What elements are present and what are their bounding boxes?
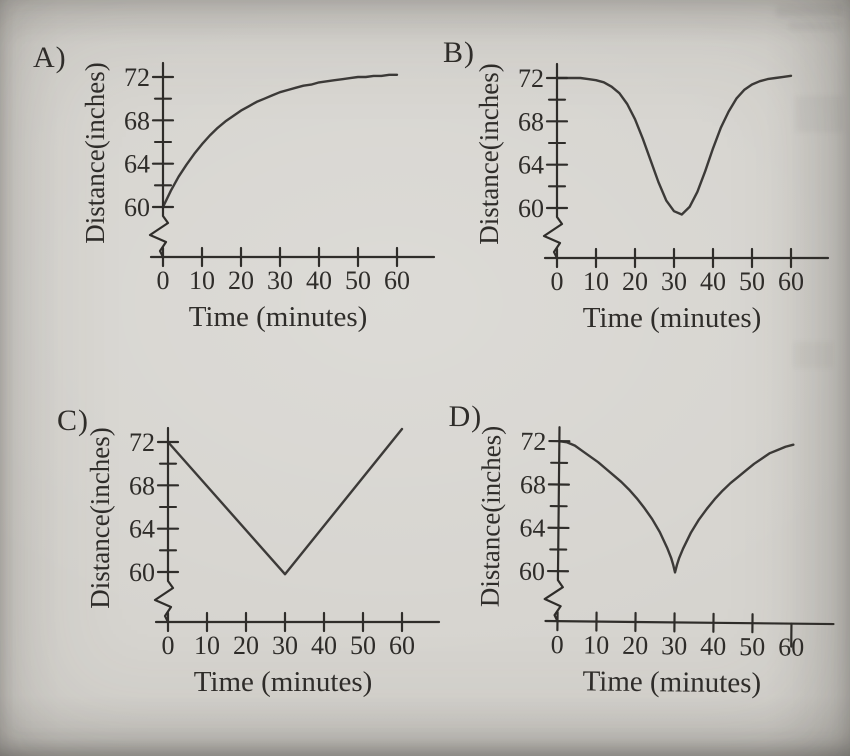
plot-area-b: 0 10 20 30 40 50 60 60 64 68 72 bbox=[518, 62, 830, 296]
y-tick-label-72: 72 bbox=[124, 63, 150, 92]
y-tick-label-72: 72 bbox=[520, 427, 546, 456]
panel-label-b: B) bbox=[443, 36, 475, 69]
x-tick-label-60: 60 bbox=[389, 631, 415, 660]
x-tick-label-30: 30 bbox=[661, 267, 687, 296]
y-axis-line-with-break bbox=[543, 426, 564, 623]
x-tick-label-0: 0 bbox=[551, 267, 564, 296]
x-tick-label-10: 10 bbox=[583, 267, 609, 296]
plot-area-a: 0 10 20 30 40 50 60 60 64 68 72 bbox=[124, 61, 436, 295]
y-tick-label-60: 60 bbox=[124, 193, 150, 222]
x-tick-label-40: 40 bbox=[700, 267, 726, 296]
x-tick-label-20: 20 bbox=[228, 266, 254, 295]
x-axis-title-d: Time (minutes) bbox=[582, 665, 762, 700]
y-tick-label-72: 72 bbox=[129, 428, 155, 457]
x-tick-label-60: 60 bbox=[384, 266, 410, 295]
x-tick-label-40: 40 bbox=[700, 632, 726, 661]
y-tick-label-60: 60 bbox=[129, 558, 155, 587]
y-tick-label-64: 64 bbox=[124, 150, 150, 179]
x-tick-label-50: 50 bbox=[345, 266, 371, 295]
y-tick-label-64: 64 bbox=[129, 515, 155, 544]
y-axis-line-with-break bbox=[148, 61, 170, 259]
y-tick-label-68: 68 bbox=[518, 107, 544, 136]
x-tick-label-10: 10 bbox=[189, 266, 215, 295]
x-tick-label-50: 50 bbox=[739, 267, 765, 296]
y-tick-label-64: 64 bbox=[519, 513, 545, 542]
distance-curve bbox=[166, 427, 404, 576]
y-tick-label-60: 60 bbox=[518, 194, 544, 223]
x-tick-label-30: 30 bbox=[661, 631, 687, 660]
distance-curve bbox=[555, 74, 793, 216]
x-axis-line bbox=[544, 619, 835, 626]
x-tick-label-0: 0 bbox=[551, 630, 564, 659]
x-tick-label-60: 60 bbox=[778, 632, 804, 661]
x-axis-title-b: Time (minutes) bbox=[582, 302, 762, 334]
panel-label-a: A) bbox=[33, 41, 67, 74]
page-bleedthrough-smudge bbox=[789, 21, 841, 30]
page-bleedthrough-smudge bbox=[775, 4, 843, 18]
x-tick-label-20: 20 bbox=[622, 267, 648, 296]
x-tick-label-0: 0 bbox=[162, 631, 175, 660]
x-tick-label-50: 50 bbox=[350, 631, 376, 660]
chart-panel-d: D) Distance(inches) 0 10 20 30 40 50 60 60 64 68 7… bbox=[423, 400, 850, 744]
y-tick-label-68: 68 bbox=[520, 470, 546, 499]
x-tick-label-20: 20 bbox=[622, 631, 648, 660]
y-axis-line-with-break bbox=[153, 426, 175, 624]
plot-area-c: 0 10 20 30 40 50 60 60 64 68 72 bbox=[129, 426, 441, 660]
x-tick-label-0: 0 bbox=[157, 266, 170, 295]
y-tick-label-64: 64 bbox=[518, 151, 544, 180]
y-tick-label-72: 72 bbox=[518, 64, 544, 93]
x-axis-title-a: Time (minutes) bbox=[188, 301, 368, 333]
y-tick-label-68: 68 bbox=[129, 471, 155, 500]
panel-label-c: C) bbox=[57, 404, 89, 437]
chart-panel-b: B) Distance(inches) 0 10 20 30 40 50 60 60 64 68 7… bbox=[424, 36, 850, 378]
y-tick-label-68: 68 bbox=[124, 106, 150, 135]
x-tick-label-20: 20 bbox=[233, 631, 259, 660]
x-tick-label-30: 30 bbox=[272, 631, 298, 660]
y-tick-label-60: 60 bbox=[519, 557, 545, 586]
x-axis-title-c: Time (minutes) bbox=[193, 666, 373, 698]
plot-area-d: 0 10 20 30 40 50 60 60 64 68 72 bbox=[519, 426, 835, 662]
y-axis-line-with-break bbox=[542, 62, 564, 260]
x-tick-label-10: 10 bbox=[194, 631, 220, 660]
x-tick-label-40: 40 bbox=[311, 631, 337, 660]
x-tick-label-30: 30 bbox=[267, 266, 293, 295]
chart-panel-c: C) Distance(inches) 0 10 20 30 40 50 60 60 64 68 7… bbox=[35, 402, 461, 742]
distance-curve bbox=[558, 439, 795, 574]
x-tick-label-50: 50 bbox=[739, 632, 765, 661]
distance-curve bbox=[161, 73, 399, 209]
x-tick-label-40: 40 bbox=[306, 266, 332, 295]
x-tick-label-60: 60 bbox=[778, 267, 804, 296]
x-tick-label-10: 10 bbox=[583, 630, 609, 659]
chart-panel-a: A) Distance(inches) 0 10 20 30 40 50 60 60 64 68 7… bbox=[30, 37, 456, 377]
